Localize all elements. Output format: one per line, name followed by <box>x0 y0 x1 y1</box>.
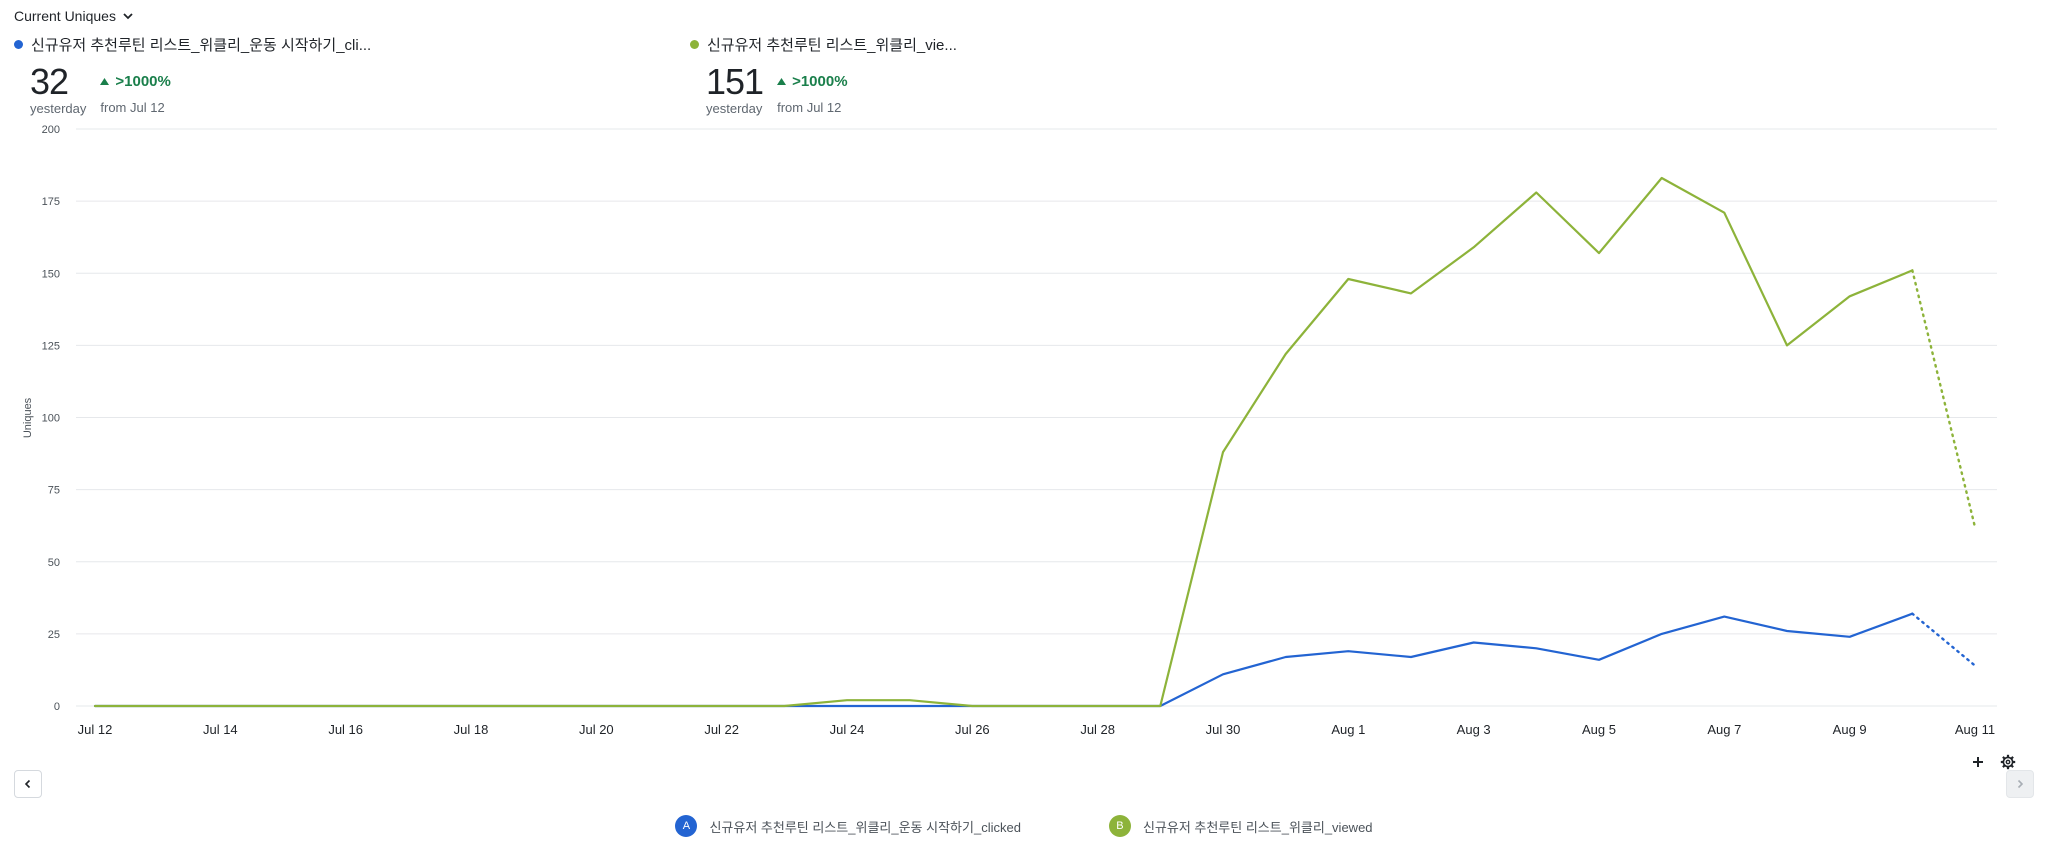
chevron-left-icon <box>24 779 31 789</box>
y-tick-label: 175 <box>42 196 60 208</box>
stat-value-caption-b: yesterday <box>706 101 763 116</box>
legend-badge-b: B <box>1108 815 1131 837</box>
y-tick-label: 100 <box>42 413 60 425</box>
y-tick-label: 75 <box>48 485 60 497</box>
y-tick-label: 0 <box>54 701 60 713</box>
metric-selector[interactable]: Current Uniques <box>14 8 134 24</box>
y-axis-label: Uniques <box>22 397 34 438</box>
stat-change-a: >1000% <box>115 73 171 90</box>
stat-card-a[interactable]: 신규유저 추천루틴 리스트_위클리_운동 시작하기_cli... 32 yest… <box>14 34 654 116</box>
grid <box>76 128 1997 707</box>
metric-selector-label: Current Uniques <box>14 8 116 24</box>
x-tick-label: Jul 30 <box>1206 722 1241 737</box>
arrow-up-icon <box>100 78 110 85</box>
x-tick-label: Aug 11 <box>1955 722 1995 737</box>
x-axis-ticks: Jul 12 Jul 14 Jul 16 Jul 18 Jul 20 Jul 22 Jul … <box>78 722 1995 737</box>
stat-title-a: 신규유저 추천루틴 리스트_위클리_운동 시작하기_cli... <box>31 37 372 54</box>
x-tick-label: Jul 16 <box>328 722 363 737</box>
y-tick-label: 50 <box>48 557 60 569</box>
y-tick-label: 150 <box>42 268 60 280</box>
x-tick-label: Aug 3 <box>1457 722 1491 737</box>
legend-item-a[interactable]: A 신규유저 추천루틴 리스트_위클리_운동 시작하기_clicked <box>675 815 1021 837</box>
x-tick-label: Aug 5 <box>1582 722 1616 737</box>
legend-label-a: 신규유저 추천루틴 리스트_위클리_운동 시작하기_clicked <box>709 819 1021 835</box>
series-b-dot <box>690 40 699 49</box>
legend-badge-a: A <box>675 815 698 837</box>
series-a-incomplete-segment <box>1911 612 1977 667</box>
x-tick-label: Aug 1 <box>1331 722 1365 737</box>
y-tick-label: 125 <box>42 340 60 352</box>
stat-change-caption-a: from Jul 12 <box>100 100 165 115</box>
chevron-right-icon <box>2017 779 2024 789</box>
x-tick-label: Jul 24 <box>830 722 865 737</box>
x-tick-label: Jul 14 <box>203 722 238 737</box>
stat-value-caption-a: yesterday <box>30 101 87 116</box>
x-tick-label: Aug 9 <box>1833 722 1867 737</box>
y-axis-ticks: 0 25 50 75 100 125 150 175 200 <box>42 124 60 713</box>
plus-icon <box>1973 757 1983 767</box>
add-button[interactable] <box>1964 748 1992 776</box>
stat-value-a: 32 <box>30 61 69 102</box>
x-tick-label: Jul 18 <box>454 722 489 737</box>
y-tick-label: 200 <box>42 124 60 136</box>
series-b-line <box>93 176 1914 708</box>
x-tick-label: Jul 12 <box>78 722 113 737</box>
legend: A 신규유저 추천루틴 리스트_위클리_운동 시작하기_clicked B 신규… <box>0 815 2048 837</box>
stat-value-b: 151 <box>706 61 764 102</box>
series <box>93 176 1977 708</box>
previous-page-button[interactable] <box>14 770 42 798</box>
stat-change-b: >1000% <box>792 73 848 90</box>
next-page-button[interactable] <box>2006 770 2034 798</box>
series-a-dot <box>14 40 23 49</box>
stat-title-b: 신규유저 추천루틴 리스트_위클리_vie... <box>707 37 957 54</box>
x-tick-label: Jul 28 <box>1080 722 1115 737</box>
legend-label-b: 신규유저 추천루틴 리스트_위클리_viewed <box>1142 819 1373 835</box>
x-tick-label: Jul 22 <box>704 722 739 737</box>
stat-card-b[interactable]: 신규유저 추천루틴 리스트_위클리_vie... 151 yesterday >… <box>690 34 1330 116</box>
arrow-up-icon <box>777 78 787 85</box>
chevron-down-icon <box>123 13 133 20</box>
x-tick-label: Jul 26 <box>955 722 990 737</box>
legend-item-b[interactable]: B 신규유저 추천루틴 리스트_위클리_viewed <box>1108 815 1373 837</box>
series-b-incomplete-segment <box>1911 269 1977 529</box>
series-a-line <box>93 612 1914 708</box>
x-tick-label: Aug 7 <box>1707 722 1741 737</box>
y-tick-label: 25 <box>48 629 60 641</box>
gear-icon <box>2000 754 2016 770</box>
stat-change-caption-b: from Jul 12 <box>777 100 842 115</box>
x-tick-label: Jul 20 <box>579 722 614 737</box>
